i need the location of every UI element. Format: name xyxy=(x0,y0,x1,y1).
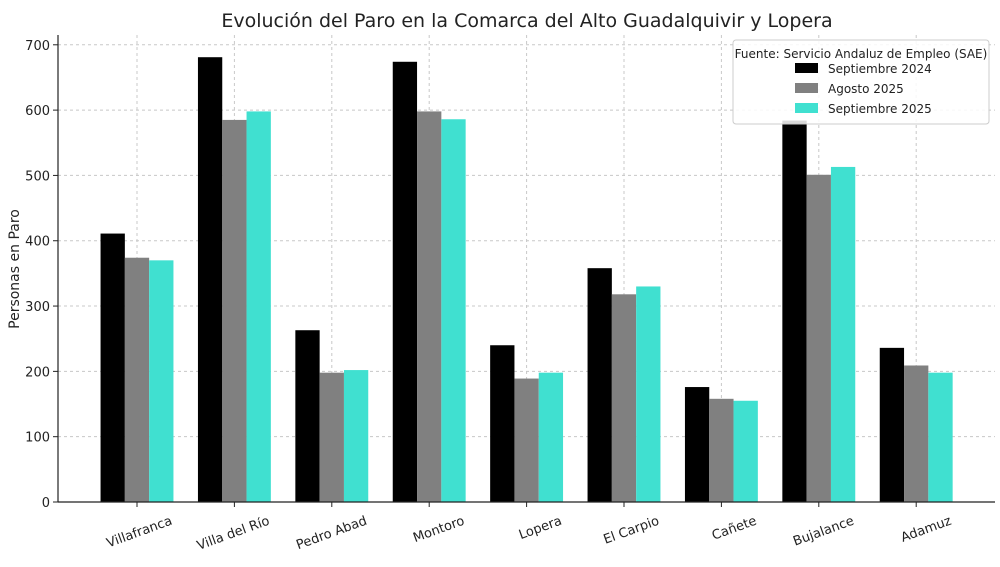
legend-label: Septiembre 2025 xyxy=(828,102,932,116)
bars xyxy=(100,57,953,502)
bar-3-cañete xyxy=(733,400,758,502)
x-tick-label: Villafranca xyxy=(105,514,175,552)
y-tick-label: 200 xyxy=(25,365,50,380)
x-tick-label: Pedro Abad xyxy=(294,514,369,553)
x-tick-label: Montoro xyxy=(411,514,466,546)
y-tick-label: 500 xyxy=(25,169,50,184)
bar-2-lopera xyxy=(514,378,539,502)
bar-1-montoro xyxy=(392,61,418,502)
bar-2-villa-del-río xyxy=(222,119,247,502)
y-tick-label: 100 xyxy=(25,431,50,446)
bar-2-pedro-abad xyxy=(319,372,344,502)
y-tick-label: 300 xyxy=(25,300,50,315)
x-tick-label: El Carpio xyxy=(602,514,662,548)
bar-3-adamuz xyxy=(928,372,953,502)
bar-2-villafranca xyxy=(124,257,150,502)
bar-1-el-carpio xyxy=(587,268,612,502)
x-tick-label: Bujalance xyxy=(791,514,856,550)
x-tick-label: Adamuz xyxy=(899,514,954,546)
bar-1-bujalance xyxy=(782,120,807,502)
x-tick-label: Villa del Río xyxy=(195,514,272,554)
bar-2-bujalance xyxy=(806,174,831,502)
y-tick-label: 700 xyxy=(25,39,50,54)
bar-2-montoro xyxy=(417,111,442,502)
bar-1-villafranca xyxy=(100,233,125,502)
bar-3-bujalance xyxy=(830,166,856,502)
bar-3-el-carpio xyxy=(636,286,661,502)
bar-3-lopera xyxy=(538,372,564,502)
y-tick-label: 0 xyxy=(42,496,50,511)
bar-3-montoro xyxy=(441,119,466,502)
legend-title: Fuente: Servicio Andaluz de Empleo (SAE) xyxy=(735,47,988,61)
chart-title: Evolución del Paro en la Comarca del Alt… xyxy=(221,10,832,32)
legend-swatch xyxy=(795,103,818,113)
bar-2-adamuz xyxy=(904,365,929,502)
legend: Fuente: Servicio Andaluz de Empleo (SAE)… xyxy=(732,39,990,125)
bar-1-pedro-abad xyxy=(295,330,320,502)
x-tick-label: Lopera xyxy=(517,514,564,543)
bar-1-cañete xyxy=(684,387,710,502)
legend-swatch xyxy=(795,63,818,73)
bar-1-adamuz xyxy=(879,347,905,502)
legend-label: Septiembre 2024 xyxy=(828,62,932,76)
bar-3-villa-del-río xyxy=(246,111,271,502)
y-axis-label: Personas en Paro xyxy=(7,209,23,329)
bar-1-villa-del-río xyxy=(197,57,223,502)
bar-2-cañete xyxy=(709,398,734,502)
bar-1-lopera xyxy=(490,345,515,502)
x-tick-label: Cañete xyxy=(710,514,759,544)
bar-2-el-carpio xyxy=(611,294,637,502)
y-tick-label: 400 xyxy=(25,235,50,250)
y-tick-label: 600 xyxy=(25,104,50,119)
bar-3-villafranca xyxy=(149,260,174,502)
bar-3-pedro-abad xyxy=(343,370,369,502)
legend-swatch xyxy=(795,83,818,93)
legend-label: Agosto 2025 xyxy=(828,82,904,96)
